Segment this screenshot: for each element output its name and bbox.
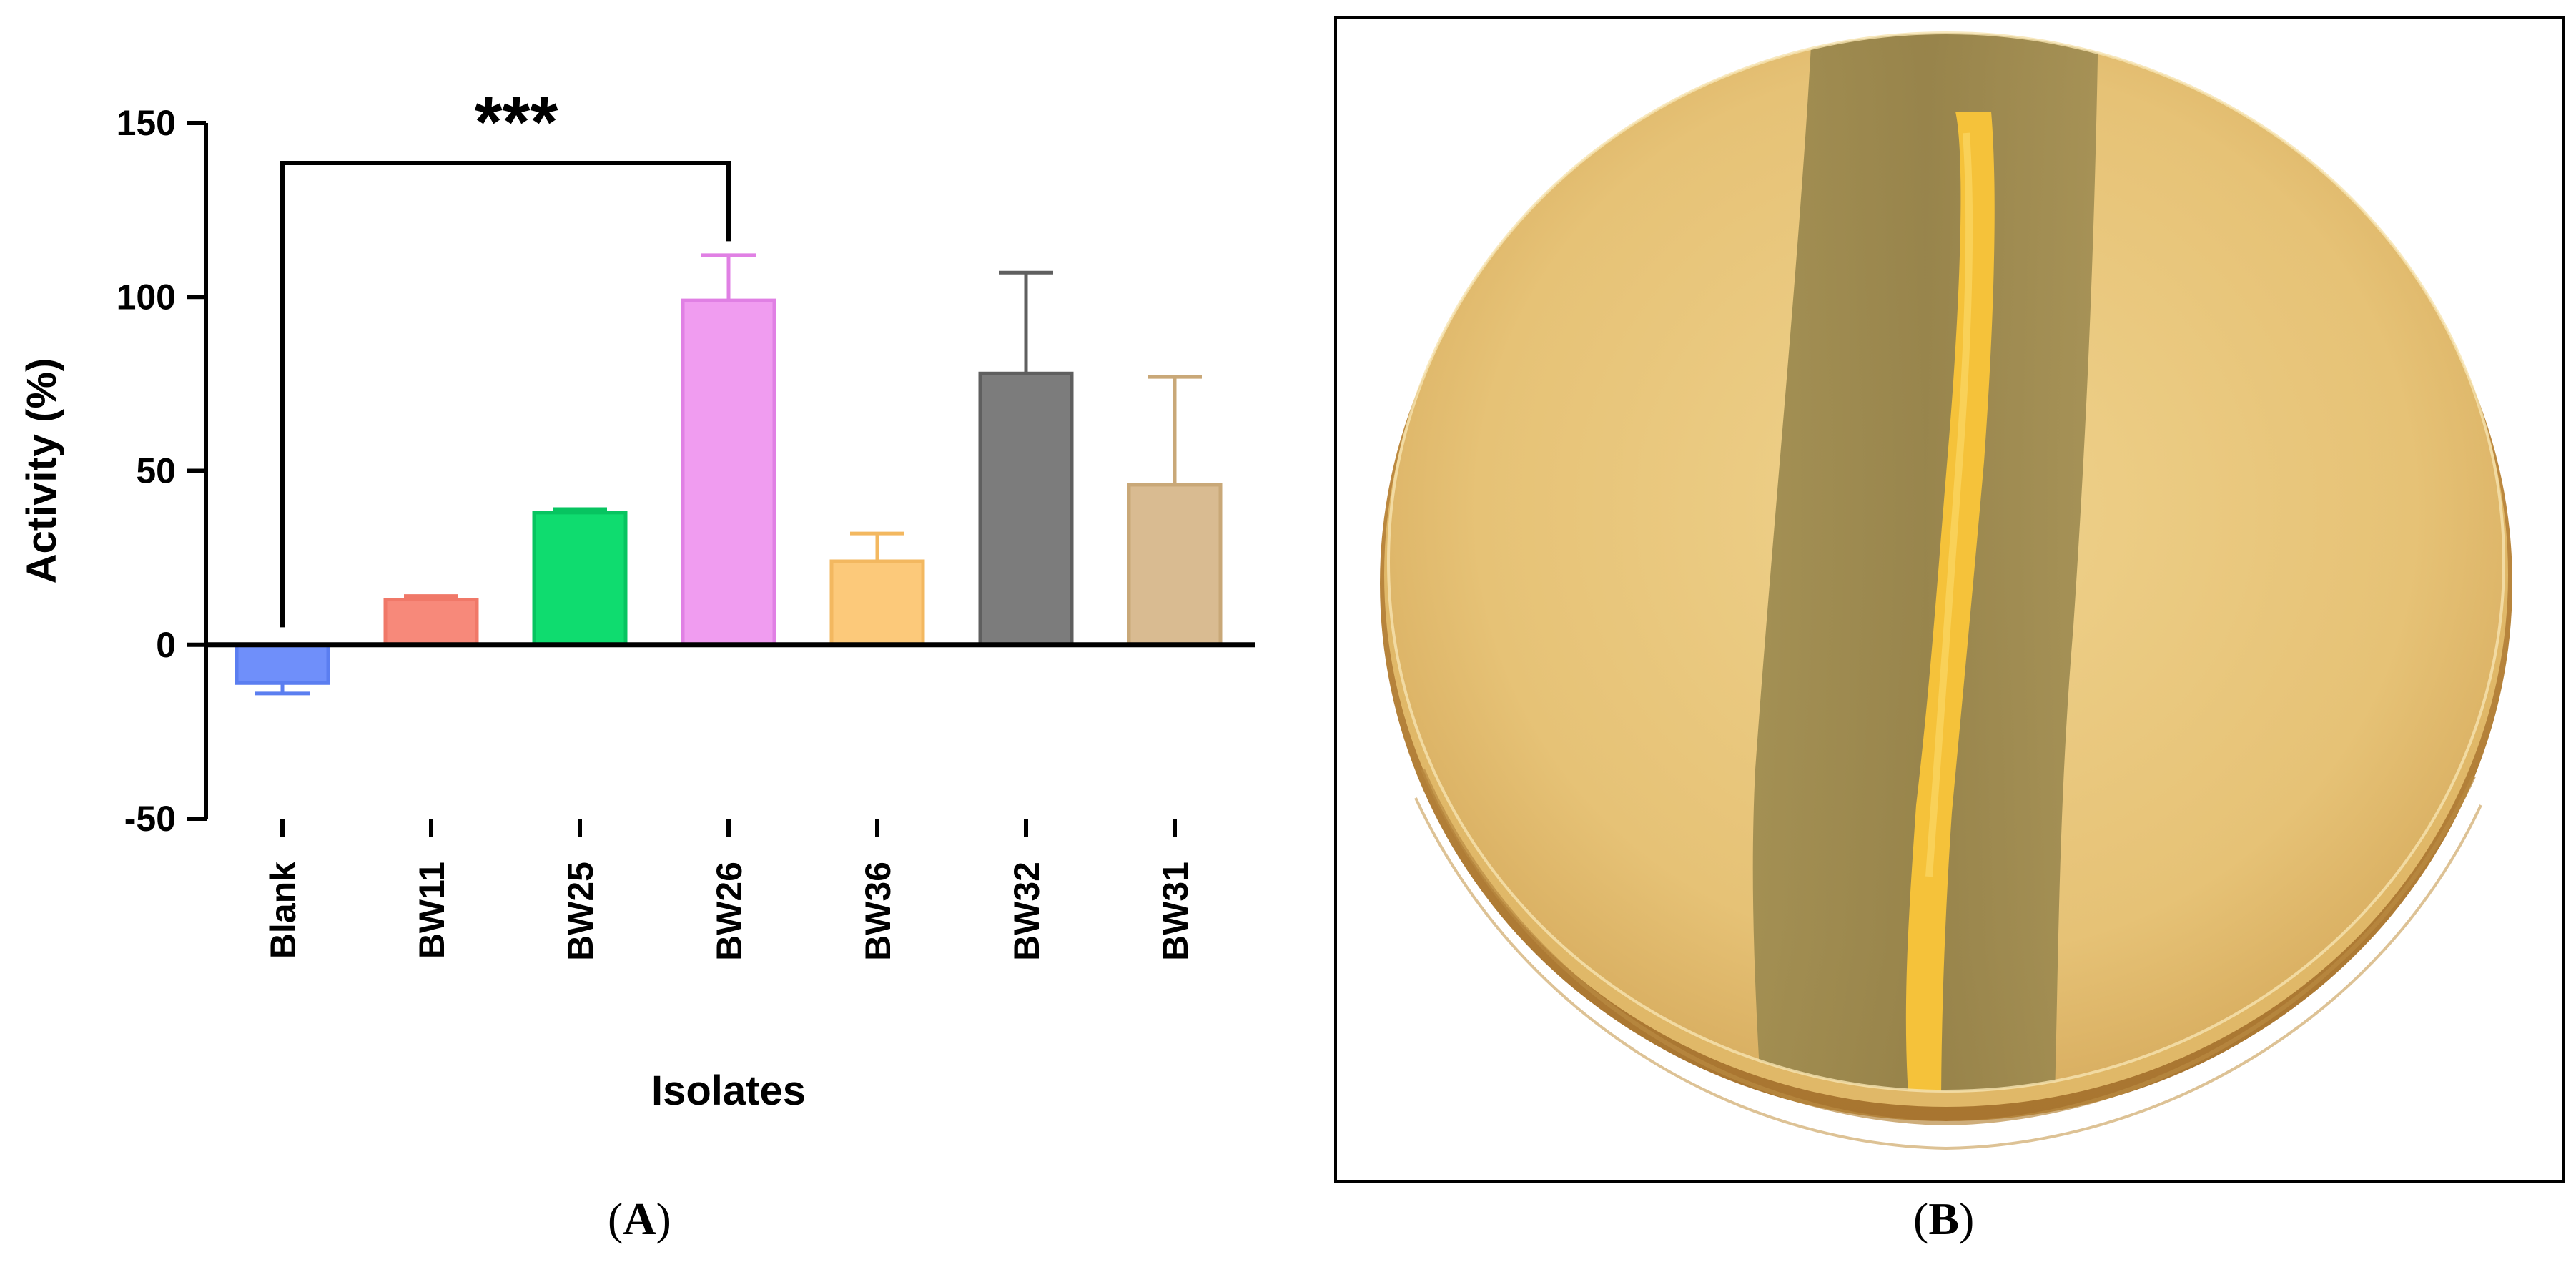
- x-tick-label-bw32: BW32: [1007, 862, 1047, 961]
- bar-bw26: [681, 298, 776, 647]
- dish-highlight: [1387, 31, 2505, 1093]
- x-tick-label-bw25: BW25: [561, 862, 601, 961]
- significance-stars: ***: [475, 82, 558, 162]
- clearance-zone: [1752, 33, 2098, 1091]
- x-tick-label-bw26: BW26: [709, 862, 749, 961]
- y-axis-label: Activity (%): [19, 358, 65, 584]
- bar-blank: [235, 643, 330, 685]
- x-tick-label-bw31: BW31: [1155, 862, 1195, 961]
- panel-label-b: (B): [1913, 1193, 1975, 1244]
- chart-svg: -50 0 50 100 150 Activity (%) Blank BW11 BW25 BW2…: [19, 82, 1255, 1114]
- x-tick-label-bw36: BW36: [858, 862, 898, 961]
- panel-label-a: (A): [608, 1193, 671, 1244]
- bar-bw31: [1127, 483, 1223, 647]
- bar-bw36: [829, 559, 925, 647]
- y-tick-label: 100: [117, 277, 176, 317]
- significance-bracket: [280, 161, 731, 628]
- y-tick-label: 150: [117, 103, 176, 143]
- bar-chart-panel-a: -50 0 50 100 150 Activity (%) Blank BW11 BW25 BW2…: [0, 0, 1301, 1173]
- y-tick-label: 50: [136, 451, 176, 491]
- petri-dish-illustration: [1380, 31, 2512, 1150]
- petri-dish-photo-panel-b: [1334, 16, 2565, 1183]
- bar-bw11: [383, 598, 479, 647]
- x-axis-label: Isolates: [651, 1068, 806, 1114]
- x-tick-label-blank: Blank: [263, 862, 303, 959]
- bar-bw25: [532, 511, 628, 647]
- bar-bw32: [978, 371, 1074, 647]
- y-tick-label: 0: [156, 625, 176, 665]
- bacterial-streak: [1905, 112, 1995, 1091]
- x-tick-label-bw11: BW11: [412, 862, 452, 959]
- y-tick-label: -50: [124, 799, 176, 839]
